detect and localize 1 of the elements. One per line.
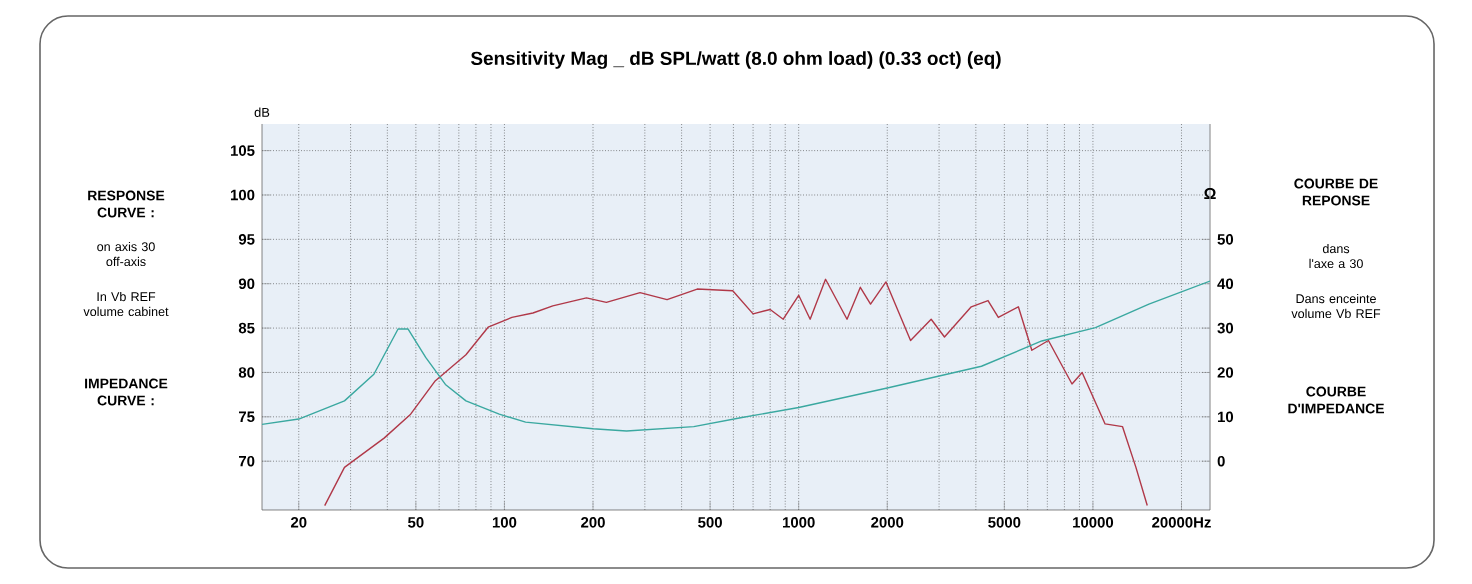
chart-title: Sensitivity Mag _ dB SPL/watt (8.0 ohm load) (0.33 oct) (eq) — [470, 51, 1001, 69]
